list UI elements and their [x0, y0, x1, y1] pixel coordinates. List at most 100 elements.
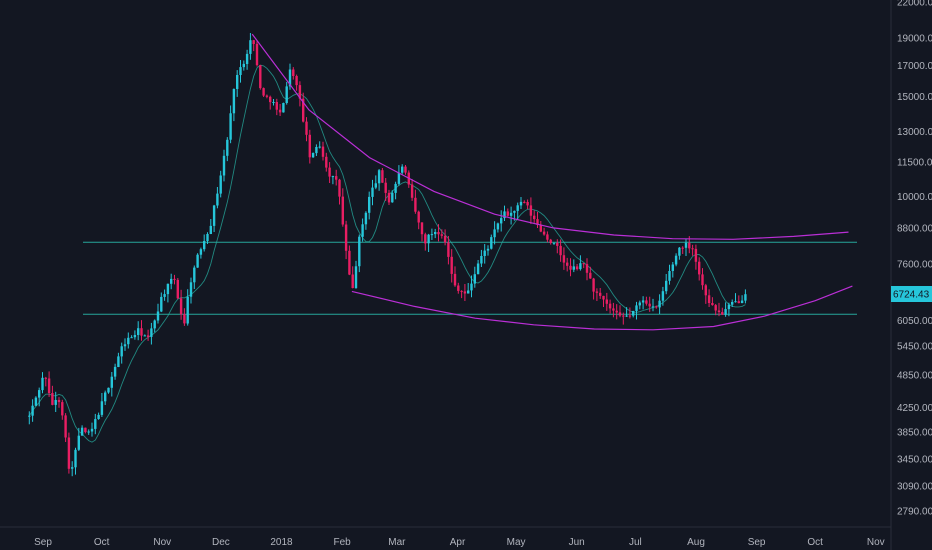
candle[interactable]: [698, 257, 701, 281]
candle[interactable]: [325, 152, 328, 172]
candle[interactable]: [542, 227, 546, 236]
candle[interactable]: [239, 60, 242, 83]
candle[interactable]: [219, 170, 222, 198]
candle[interactable]: [701, 268, 704, 290]
candle[interactable]: [140, 320, 143, 341]
candle[interactable]: [410, 179, 414, 201]
candle[interactable]: [34, 396, 38, 407]
upper-trendline[interactable]: [251, 33, 849, 240]
candle[interactable]: [401, 164, 404, 175]
candle[interactable]: [572, 259, 575, 273]
candle[interactable]: [599, 288, 602, 299]
candle[interactable]: [160, 292, 163, 313]
candle[interactable]: [427, 233, 430, 252]
candle[interactable]: [222, 149, 226, 182]
candle[interactable]: [526, 199, 529, 210]
candle[interactable]: [54, 391, 57, 412]
candle[interactable]: [559, 239, 562, 262]
candle[interactable]: [176, 278, 179, 300]
candle[interactable]: [302, 92, 305, 123]
candle[interactable]: [397, 165, 401, 186]
candle[interactable]: [691, 244, 694, 256]
candle[interactable]: [582, 263, 585, 269]
candle[interactable]: [724, 302, 727, 317]
candle[interactable]: [490, 234, 493, 250]
candle[interactable]: [368, 191, 371, 220]
candle[interactable]: [94, 413, 97, 435]
candle[interactable]: [440, 229, 443, 239]
candle[interactable]: [625, 307, 628, 317]
candle[interactable]: [648, 296, 651, 312]
candle[interactable]: [163, 289, 166, 301]
candle[interactable]: [628, 307, 632, 319]
candle[interactable]: [318, 141, 321, 149]
candle[interactable]: [245, 49, 249, 70]
candle[interactable]: [377, 169, 381, 191]
candle[interactable]: [552, 242, 556, 245]
candle[interactable]: [509, 206, 513, 225]
candle[interactable]: [414, 189, 417, 214]
candle[interactable]: [255, 41, 259, 67]
candle[interactable]: [249, 33, 252, 60]
candle[interactable]: [681, 246, 684, 254]
candle[interactable]: [734, 293, 737, 303]
candle[interactable]: [556, 239, 559, 254]
candle[interactable]: [298, 81, 302, 107]
candle[interactable]: [351, 266, 354, 289]
candle[interactable]: [443, 229, 447, 246]
candle[interactable]: [694, 244, 698, 270]
candle[interactable]: [232, 88, 236, 122]
price-axis[interactable]: 22000.00 19000.00 17000.00 15000.00 13000.00…: [897, 0, 932, 518]
candle[interactable]: [417, 210, 420, 230]
candle[interactable]: [341, 188, 344, 227]
candle[interactable]: [186, 289, 189, 326]
candle[interactable]: [496, 222, 500, 233]
candle[interactable]: [717, 302, 721, 317]
candle[interactable]: [143, 334, 146, 337]
candle[interactable]: [655, 305, 658, 309]
candle[interactable]: [704, 283, 707, 304]
candle[interactable]: [74, 447, 77, 475]
candle[interactable]: [120, 342, 123, 364]
candle[interactable]: [321, 141, 325, 161]
candle[interactable]: [371, 179, 374, 206]
candle[interactable]: [536, 211, 539, 228]
candle[interactable]: [117, 352, 120, 368]
candle[interactable]: [311, 152, 315, 158]
candle[interactable]: [500, 210, 503, 232]
candle[interactable]: [127, 332, 130, 349]
candle[interactable]: [721, 307, 724, 315]
candle[interactable]: [295, 74, 298, 91]
candle[interactable]: [137, 321, 140, 341]
candle[interactable]: [265, 94, 269, 99]
candle[interactable]: [262, 87, 265, 98]
candle[interactable]: [104, 390, 107, 405]
candle[interactable]: [206, 232, 209, 244]
candle[interactable]: [430, 228, 434, 240]
candle[interactable]: [674, 253, 678, 267]
candle[interactable]: [493, 221, 496, 245]
candle[interactable]: [387, 189, 391, 205]
candle[interactable]: [516, 202, 519, 220]
candle[interactable]: [51, 385, 54, 406]
candle[interactable]: [737, 295, 740, 304]
candle[interactable]: [364, 211, 368, 230]
candle[interactable]: [226, 137, 229, 162]
candle[interactable]: [569, 258, 572, 277]
candle[interactable]: [259, 64, 262, 90]
candle[interactable]: [384, 178, 387, 201]
candle[interactable]: [41, 372, 44, 394]
candle[interactable]: [589, 266, 592, 279]
candle[interactable]: [622, 312, 625, 325]
candle[interactable]: [566, 257, 569, 272]
candle[interactable]: [229, 105, 232, 144]
candle[interactable]: [404, 165, 407, 175]
candle[interactable]: [305, 117, 308, 142]
candle[interactable]: [506, 208, 509, 217]
candle[interactable]: [153, 319, 156, 333]
candle[interactable]: [457, 282, 460, 294]
candle[interactable]: [361, 218, 364, 242]
candle[interactable]: [90, 422, 94, 437]
candle[interactable]: [110, 372, 113, 397]
candle[interactable]: [292, 67, 295, 80]
